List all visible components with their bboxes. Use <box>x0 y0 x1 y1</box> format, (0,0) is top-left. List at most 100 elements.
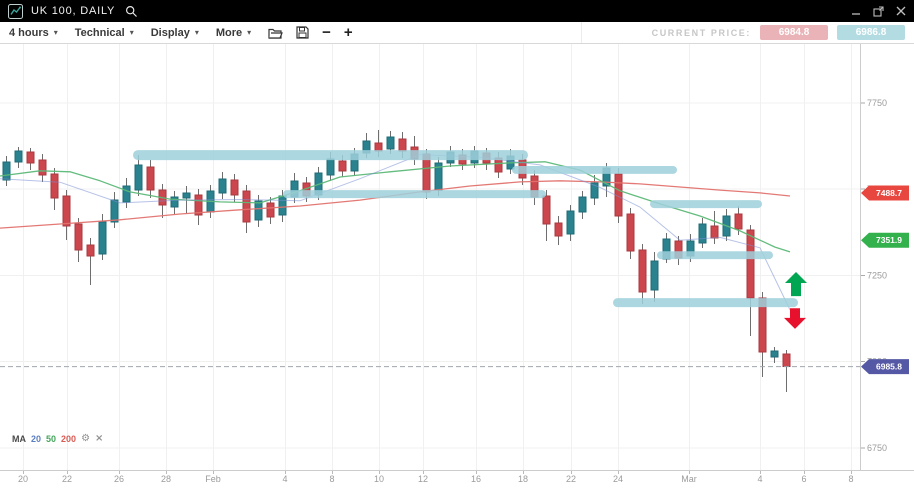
supply-demand-zone[interactable] <box>657 251 773 260</box>
date-axis-label: 16 <box>471 474 481 484</box>
chevron-down-icon: ▾ <box>129 28 134 37</box>
date-axis-label: 22 <box>566 474 576 484</box>
candlestick <box>770 350 779 358</box>
price-tag-last-price <box>861 359 909 375</box>
timeframe-dropdown-label: 4 hours <box>9 26 49 39</box>
ma-indicator-legend: MA 20 50 200 ⚙ × <box>12 433 104 445</box>
price-tag-value: 6985.8 <box>876 362 902 372</box>
current-price-group: CURRENT PRICE: 6984.8 6986.8 <box>580 22 905 43</box>
candlestick-chart[interactable]: 20222628Feb48101216182224Mar468775075007… <box>0 44 914 491</box>
candlestick <box>278 195 287 216</box>
candlestick <box>170 196 179 208</box>
candlestick <box>2 161 11 181</box>
candlestick <box>146 166 155 191</box>
zoom-in-button[interactable]: + <box>343 24 353 41</box>
candlestick <box>26 151 35 164</box>
ma20-period-label: 20 <box>31 434 42 444</box>
candlestick <box>98 221 107 255</box>
price-tag-ma200 <box>861 185 909 201</box>
sell-price-badge[interactable]: 6984.8 <box>760 25 828 40</box>
candlestick <box>638 249 647 293</box>
candlestick <box>650 260 659 291</box>
ma20-line <box>0 154 791 311</box>
search-icon[interactable] <box>125 5 138 18</box>
date-axis-label: 8 <box>329 474 334 484</box>
more-dropdown-label: More <box>215 26 243 39</box>
down-arrow[interactable] <box>784 308 806 329</box>
price-axis-label: 7750 <box>867 98 887 108</box>
supply-demand-zone[interactable] <box>650 200 762 209</box>
candlestick <box>782 353 791 368</box>
buy-price-badge[interactable]: 6986.8 <box>837 25 905 40</box>
date-axis-label: 4 <box>757 474 762 484</box>
candlestick <box>38 159 47 176</box>
date-axis-label: 18 <box>518 474 528 484</box>
display-dropdown-label: Display <box>150 26 190 39</box>
price-axis-label: 7250 <box>867 270 887 280</box>
supply-demand-zone[interactable] <box>133 150 528 161</box>
chart-area: 20222628Feb48101216182224Mar468775075007… <box>0 44 914 491</box>
candlestick <box>182 192 191 199</box>
ma200-period-label: 200 <box>61 434 77 444</box>
popout-icon[interactable] <box>873 5 884 17</box>
close-icon[interactable] <box>896 6 906 16</box>
minimize-icon[interactable] <box>851 6 861 16</box>
candlestick <box>254 200 263 221</box>
display-dropdown[interactable]: Display ▾ <box>151 27 199 39</box>
candlestick <box>134 164 143 191</box>
date-axis-label: 12 <box>418 474 428 484</box>
timeframe-dropdown[interactable]: 4 hours ▾ <box>9 27 58 39</box>
technical-dropdown[interactable]: Technical ▾ <box>75 27 134 39</box>
chart-app-icon <box>8 3 23 19</box>
supply-demand-zone[interactable] <box>613 298 798 308</box>
date-axis-label: 24 <box>613 474 623 484</box>
open-folder-button[interactable] <box>268 27 284 39</box>
candlestick <box>398 138 407 152</box>
price-tag-value: 7488.7 <box>876 188 902 198</box>
save-button[interactable] <box>296 26 309 39</box>
candlestick <box>758 297 767 353</box>
date-axis-label: 20 <box>18 474 28 484</box>
price-axis-label: 6750 <box>867 443 887 453</box>
candlestick <box>242 190 251 223</box>
candlestick <box>374 142 383 152</box>
chevron-down-icon: ▾ <box>53 28 58 37</box>
candlestick <box>578 196 587 213</box>
ma50-line <box>0 161 791 253</box>
date-axis-label: 8 <box>848 474 853 484</box>
candlestick <box>86 244 95 257</box>
date-axis-label: 4 <box>282 474 287 484</box>
date-axis-label: Feb <box>205 474 221 484</box>
supply-demand-zone[interactable] <box>512 165 677 174</box>
supply-demand-zone[interactable] <box>283 190 546 199</box>
title-bar: UK 100, DAILY <box>0 0 914 22</box>
window-title: UK 100, DAILY <box>31 5 116 17</box>
candlestick <box>194 194 203 216</box>
candlestick <box>50 173 59 199</box>
date-axis-label: 26 <box>114 474 124 484</box>
current-price-label: CURRENT PRICE: <box>651 27 751 38</box>
candlestick <box>554 222 563 237</box>
price-tag-value: 7351.9 <box>876 235 902 245</box>
date-axis-label: 28 <box>161 474 171 484</box>
date-axis-label: 6 <box>801 474 806 484</box>
ma-legend-label: MA <box>12 434 26 444</box>
candlestick <box>266 202 275 218</box>
gear-icon[interactable]: ⚙ <box>81 433 91 444</box>
up-arrow[interactable] <box>785 271 807 297</box>
candlestick <box>122 185 131 203</box>
candlestick <box>542 195 551 225</box>
candlestick <box>590 182 599 199</box>
more-dropdown[interactable]: More ▾ <box>216 27 251 39</box>
candlestick <box>734 213 743 230</box>
toolbar: 4 hours ▾ Technical ▾ Display ▾ More ▾ −… <box>0 22 914 44</box>
candlestick <box>566 210 575 235</box>
close-indicator-icon[interactable]: × <box>95 433 104 444</box>
date-axis-label: Mar <box>681 474 697 484</box>
zoom-out-button[interactable]: − <box>322 24 331 41</box>
date-axis-label: 22 <box>62 474 72 484</box>
chevron-down-icon: ▾ <box>194 28 199 37</box>
open-folder-icon <box>268 28 284 39</box>
candlestick <box>110 199 119 223</box>
